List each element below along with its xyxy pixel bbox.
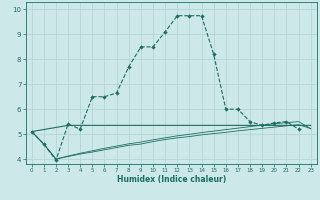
X-axis label: Humidex (Indice chaleur): Humidex (Indice chaleur) <box>116 175 226 184</box>
